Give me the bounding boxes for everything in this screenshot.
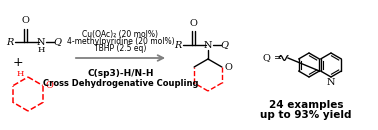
Text: O: O bbox=[189, 19, 197, 28]
Text: Cu(OAc)₂ (20 mol%): Cu(OAc)₂ (20 mol%) bbox=[82, 30, 158, 39]
Text: Q =: Q = bbox=[263, 54, 282, 63]
Text: up to 93% yield: up to 93% yield bbox=[260, 110, 352, 120]
Text: 4-methylpyridine (20 mol%): 4-methylpyridine (20 mol%) bbox=[67, 37, 174, 46]
Text: N: N bbox=[327, 78, 335, 87]
Text: Q: Q bbox=[53, 37, 61, 47]
Text: R: R bbox=[6, 37, 14, 47]
Text: R: R bbox=[174, 41, 182, 50]
Text: O: O bbox=[225, 63, 233, 72]
Text: N: N bbox=[204, 41, 212, 50]
Text: Q: Q bbox=[220, 41, 228, 50]
Text: C(sp3)-H/N-H: C(sp3)-H/N-H bbox=[87, 69, 154, 77]
Text: O: O bbox=[21, 16, 29, 25]
Text: O: O bbox=[46, 81, 54, 90]
Text: 24 examples: 24 examples bbox=[269, 100, 343, 110]
Text: TBHP (2.5 eq): TBHP (2.5 eq) bbox=[94, 44, 147, 53]
Text: N: N bbox=[37, 37, 45, 47]
Text: H: H bbox=[16, 70, 24, 78]
Text: +: + bbox=[13, 56, 23, 69]
Text: Cross Dehydrogenative Coupling: Cross Dehydrogenative Coupling bbox=[43, 80, 198, 89]
Text: H: H bbox=[37, 46, 45, 54]
